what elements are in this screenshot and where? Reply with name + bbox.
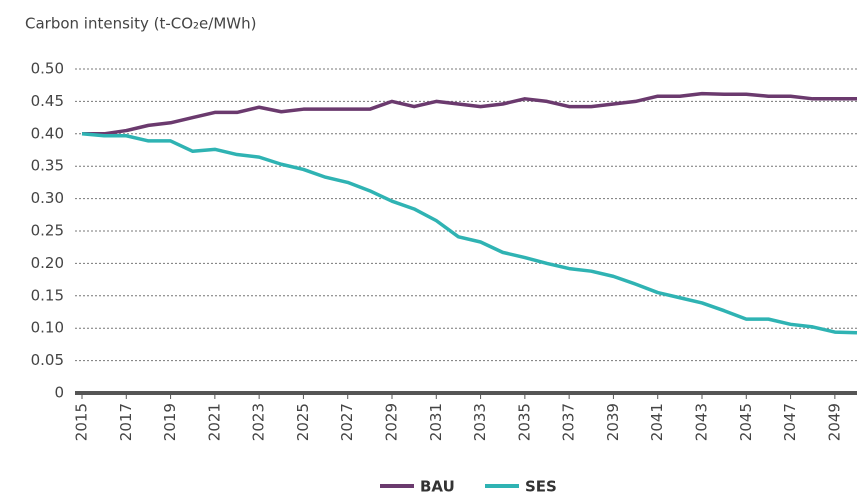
x-tick-label: 2027 [338, 403, 356, 441]
x-tick-label: 2025 [294, 403, 312, 441]
y-tick-label: 0.40 [31, 124, 64, 142]
chart-title: Carbon intensity (t-CO₂e/MWh) [25, 15, 256, 33]
x-tick-label: 2015 [73, 403, 91, 441]
series-line [82, 91, 857, 136]
x-tick-label: 2043 [693, 403, 711, 441]
x-tick-label: 2021 [205, 403, 223, 441]
series-line [81, 132, 858, 335]
x-tick-label: 2045 [737, 403, 755, 441]
x-tick-label: 2019 [161, 403, 179, 441]
legend-label: SES [525, 478, 557, 495]
y-tick-label: 0.35 [31, 157, 64, 175]
y-tick-label: 0.30 [31, 189, 64, 207]
y-tick-label: 0.20 [31, 254, 64, 272]
y-tick-label: 0.50 [31, 60, 64, 78]
x-tick-label: 2033 [471, 403, 489, 441]
x-tick-label: 2029 [383, 403, 401, 441]
y-tick-label: 0.05 [31, 351, 64, 369]
y-tick-label: 0.25 [31, 222, 64, 240]
x-tick-label: 2035 [515, 403, 533, 441]
y-tick-label: 0 [54, 384, 64, 402]
y-tick-label: 0.45 [31, 92, 64, 110]
x-tick-label: 2017 [117, 403, 135, 441]
x-tick-label: 2039 [604, 403, 622, 441]
x-tick-label: 2023 [250, 403, 268, 441]
x-tick-label: 2041 [648, 403, 666, 441]
x-tick-label: 2049 [825, 403, 843, 441]
y-tick-label: 0.15 [31, 286, 64, 304]
x-tick-label: 2047 [781, 403, 799, 441]
legend-label: BAU [420, 478, 455, 495]
x-tick-label: 2037 [560, 403, 578, 441]
x-tick-label: 2031 [427, 403, 445, 441]
y-tick-label: 0.10 [31, 319, 64, 337]
